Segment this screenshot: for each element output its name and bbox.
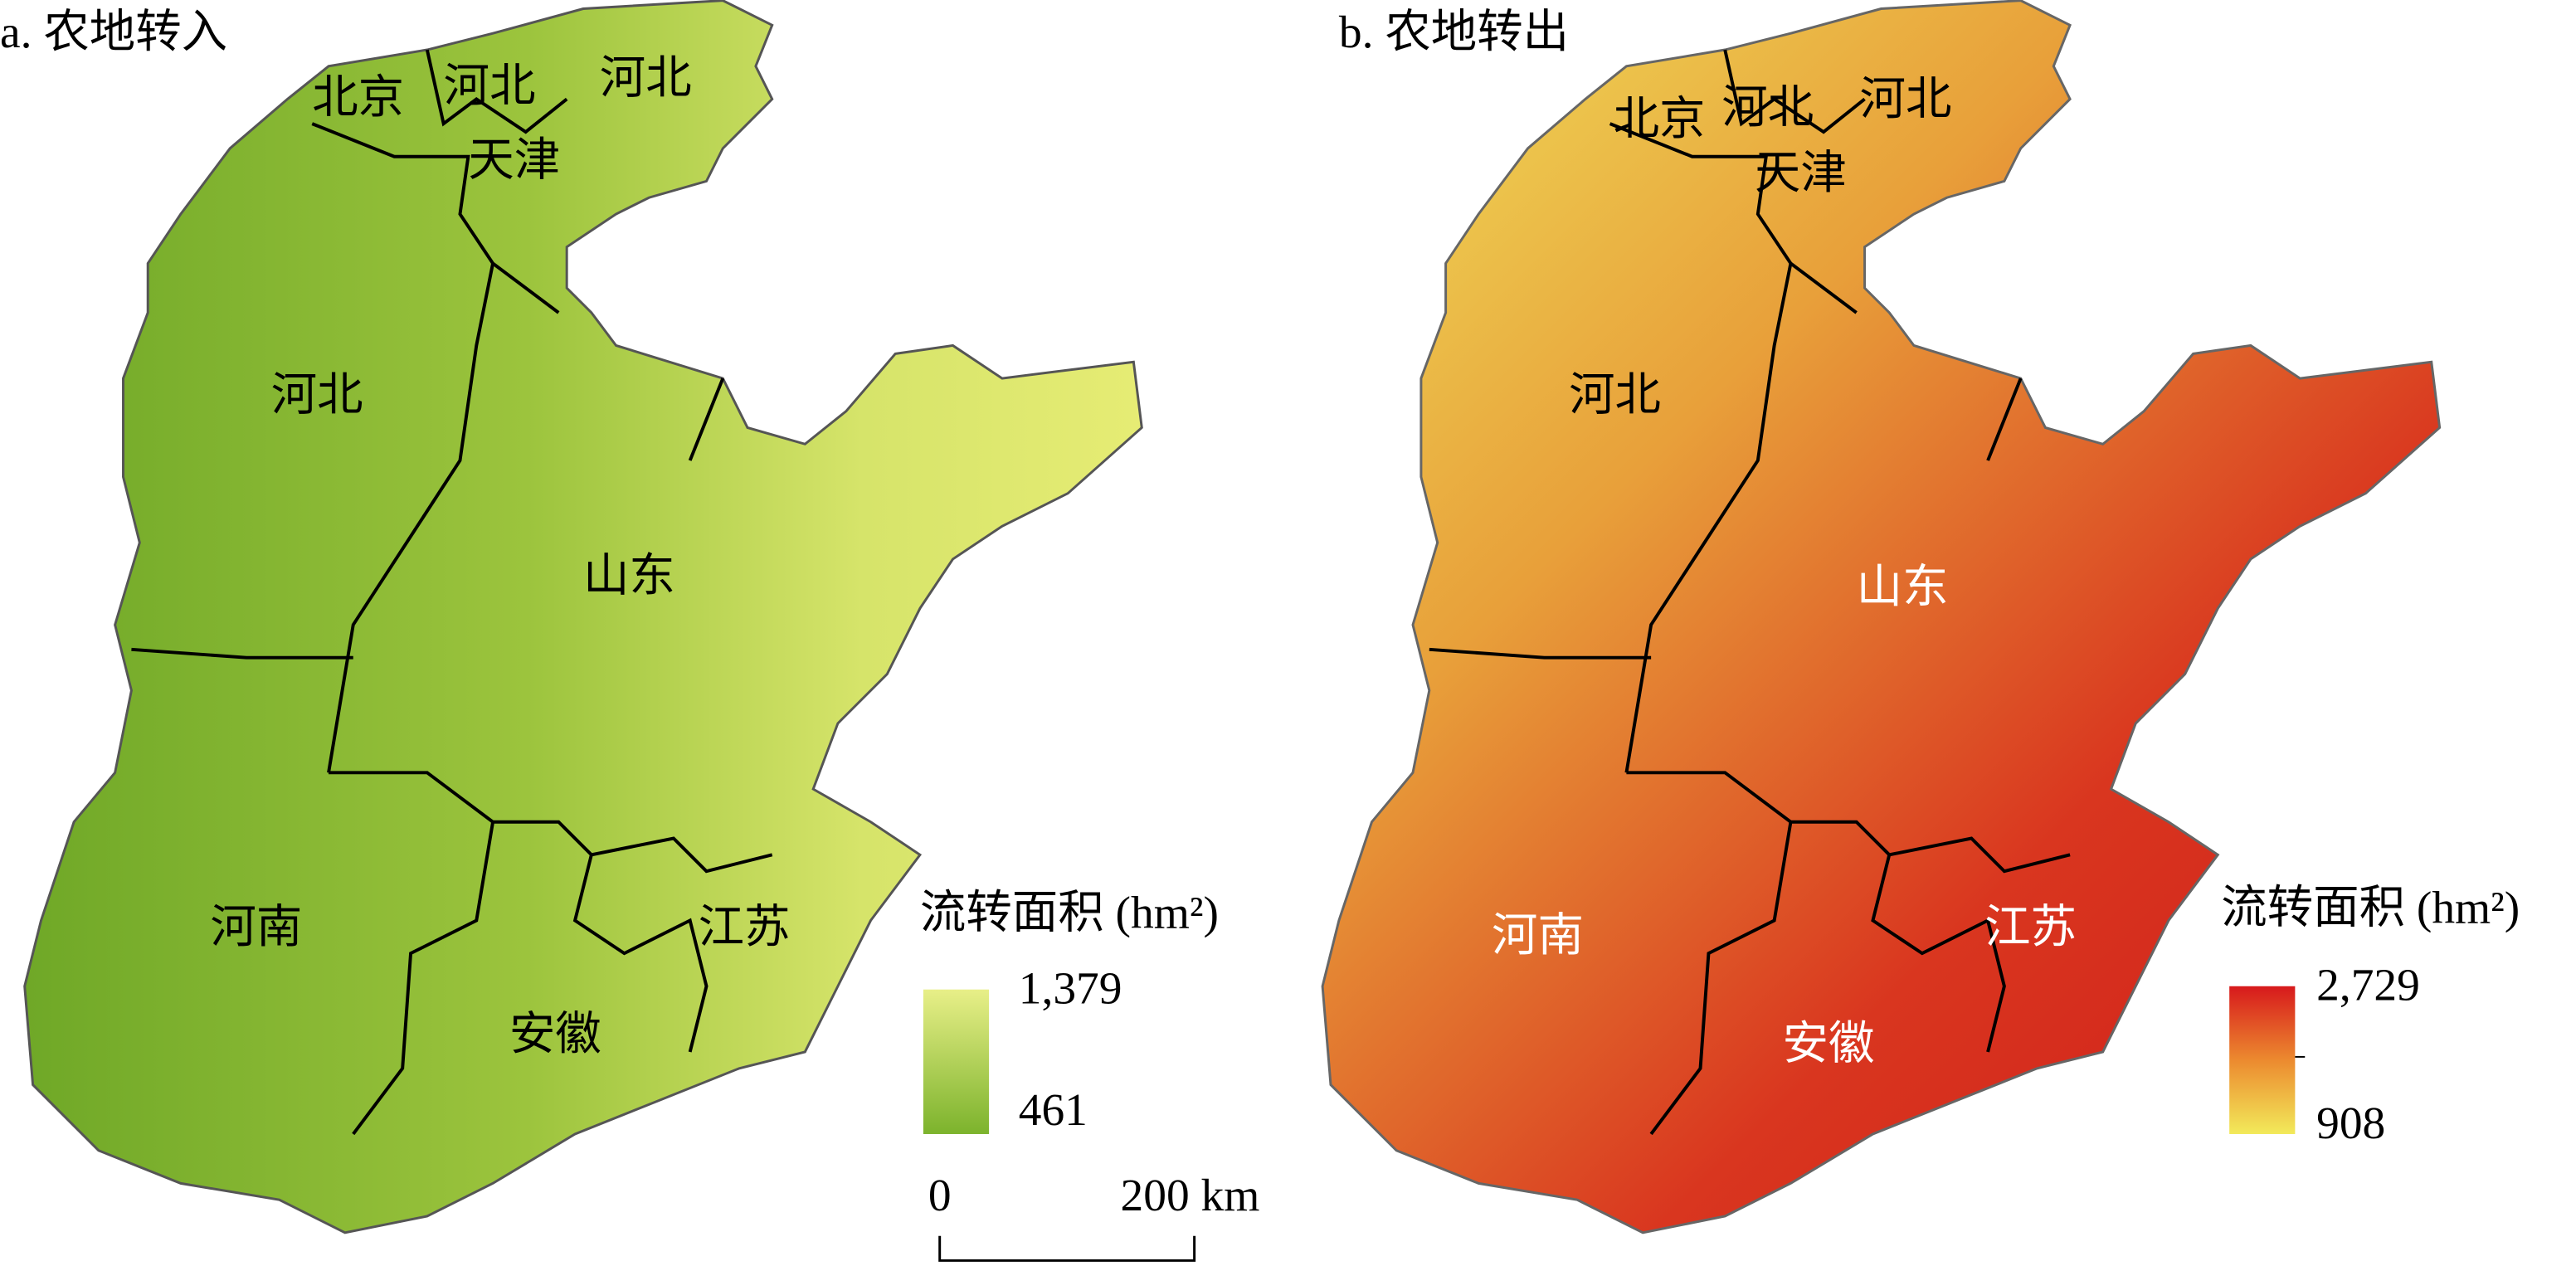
region-label: 山东	[583, 550, 675, 601]
scale-start: 0	[928, 1170, 952, 1220]
legend-title: 流转面积 (hm²)	[2221, 882, 2520, 932]
legend-max: 2,729	[2316, 959, 2420, 1010]
panel-title: a. 农地转入	[0, 7, 227, 57]
region-label: 安徽	[509, 1009, 601, 1059]
region-label: 北京	[312, 72, 404, 123]
region-label: 河北	[600, 52, 692, 103]
region-label: 河北	[1721, 82, 1814, 133]
panel-b: b. 农地转出 北京 河北 河北 天津 河北 山东 河南 江苏 安徽 流转面积 …	[1321, 0, 2520, 1234]
region-label: 河北	[1569, 370, 1661, 421]
scale-bar: 0 200 km	[928, 1170, 1260, 1262]
panel-a: a. 农地转入 北京 河北 河北 天津 河北 山东 河南 江苏 安徽 流转面积 …	[0, 0, 1219, 1234]
region-label: 天津	[468, 134, 560, 185]
region-label: 河北	[444, 61, 536, 111]
region-label: 河北	[271, 370, 363, 421]
region-label: 山东	[1857, 562, 1949, 612]
legend-colorbar	[2229, 986, 2296, 1134]
legend-colorbar	[923, 989, 990, 1134]
scale-end: 200 km	[1121, 1170, 1260, 1220]
region-label: 天津	[1755, 148, 1847, 198]
region-label: 河北	[1860, 74, 1952, 124]
region-label: 河南	[210, 902, 302, 952]
region-label: 江苏	[699, 902, 791, 952]
region-label: 河南	[1492, 910, 1584, 961]
region-label: 北京	[1614, 94, 1706, 144]
legend-min: 461	[1019, 1084, 1088, 1135]
legend-min: 908	[2316, 1098, 2385, 1148]
legend-max: 1,379	[1019, 962, 1122, 1013]
scale-line	[938, 1235, 1196, 1262]
region-label: 安徽	[1783, 1019, 1875, 1069]
panel-title: b. 农地转出	[1339, 7, 1569, 57]
region-label: 江苏	[1984, 902, 2077, 952]
legend-title: 流转面积 (hm²)	[920, 887, 1219, 937]
